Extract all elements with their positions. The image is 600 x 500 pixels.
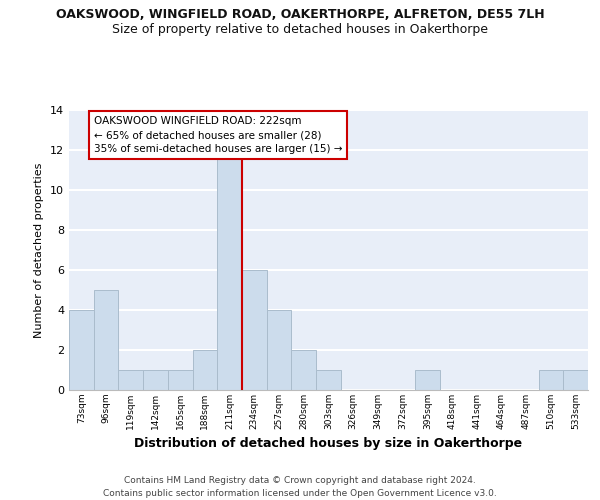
Bar xyxy=(242,270,267,390)
Text: Contains HM Land Registry data © Crown copyright and database right 2024.
Contai: Contains HM Land Registry data © Crown c… xyxy=(103,476,497,498)
Bar xyxy=(415,370,440,390)
X-axis label: Distribution of detached houses by size in Oakerthorpe: Distribution of detached houses by size … xyxy=(134,438,523,450)
Bar xyxy=(168,370,193,390)
Text: OAKSWOOD WINGFIELD ROAD: 222sqm
← 65% of detached houses are smaller (28)
35% of: OAKSWOOD WINGFIELD ROAD: 222sqm ← 65% of… xyxy=(94,116,342,154)
Bar xyxy=(69,310,94,390)
Bar xyxy=(217,150,242,390)
Bar xyxy=(292,350,316,390)
Bar xyxy=(143,370,168,390)
Bar xyxy=(539,370,563,390)
Text: OAKSWOOD, WINGFIELD ROAD, OAKERTHORPE, ALFRETON, DE55 7LH: OAKSWOOD, WINGFIELD ROAD, OAKERTHORPE, A… xyxy=(56,8,544,20)
Bar xyxy=(118,370,143,390)
Bar xyxy=(563,370,588,390)
Bar xyxy=(94,290,118,390)
Bar xyxy=(267,310,292,390)
Y-axis label: Number of detached properties: Number of detached properties xyxy=(34,162,44,338)
Bar xyxy=(316,370,341,390)
Text: Size of property relative to detached houses in Oakerthorpe: Size of property relative to detached ho… xyxy=(112,22,488,36)
Bar xyxy=(193,350,217,390)
